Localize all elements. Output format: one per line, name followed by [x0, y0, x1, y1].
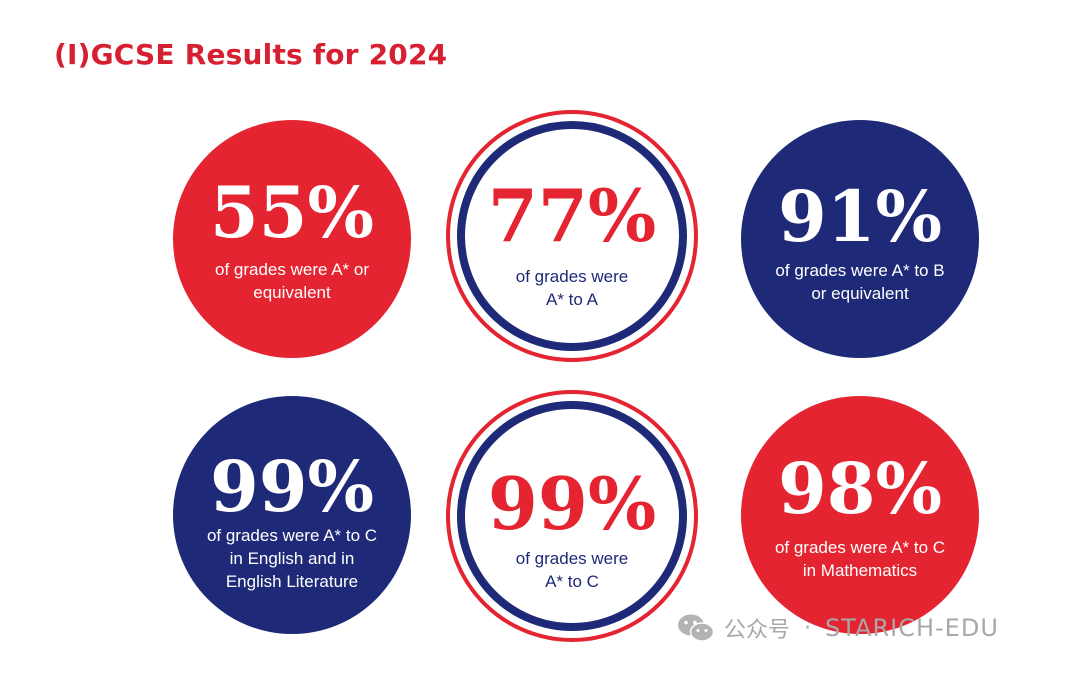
stat-circle-a-star-to-c: 99% of grades were A* to C: [446, 390, 698, 642]
stat-value: 91%: [778, 175, 942, 258]
stat-value: 98%: [778, 447, 942, 530]
stat-circle-a-star-to-a: 77% of grades were A* to A: [446, 110, 698, 362]
stat-value: 55%: [210, 171, 374, 254]
page-title: (I)GCSE Results for 2024: [54, 38, 448, 71]
stat-value: 77%: [487, 173, 657, 258]
stat-caption: of grades were A* or equivalent: [214, 260, 370, 302]
ring-inner-border: [457, 401, 687, 631]
stat-caption: of grades were A* to C: [515, 549, 629, 591]
watermark-separator: ·: [804, 615, 812, 641]
ring-inner-border: [457, 121, 687, 351]
stat-circle-mathematics-a-star-to-c: 98% of grades were A* to C in Mathematic…: [741, 396, 979, 634]
stat-value: 99%: [210, 445, 374, 528]
stat-circle-english-a-star-to-c: 99% of grades were A* to C in English an…: [173, 396, 411, 634]
stat-circle-a-star-or-equivalent: 55% of grades were A* or equivalent: [173, 120, 411, 358]
wechat-icon: [678, 614, 715, 642]
stat-caption: of grades were A* to A: [515, 267, 629, 309]
watermark: 公众号 · STARICH-EDU: [676, 612, 999, 644]
watermark-prefix: 公众号: [724, 618, 791, 643]
stat-caption: of grades were A* to C in Mathematics: [774, 538, 946, 580]
stat-caption: of grades were A* to B or equivalent: [775, 261, 945, 303]
stat-value: 99%: [487, 461, 657, 546]
watermark-name: STARICH-EDU: [825, 614, 999, 642]
stat-circle-a-star-to-b: 91% of grades were A* to B or equivalent: [741, 120, 979, 358]
stat-caption: of grades were A* to C in English and in…: [206, 526, 378, 591]
